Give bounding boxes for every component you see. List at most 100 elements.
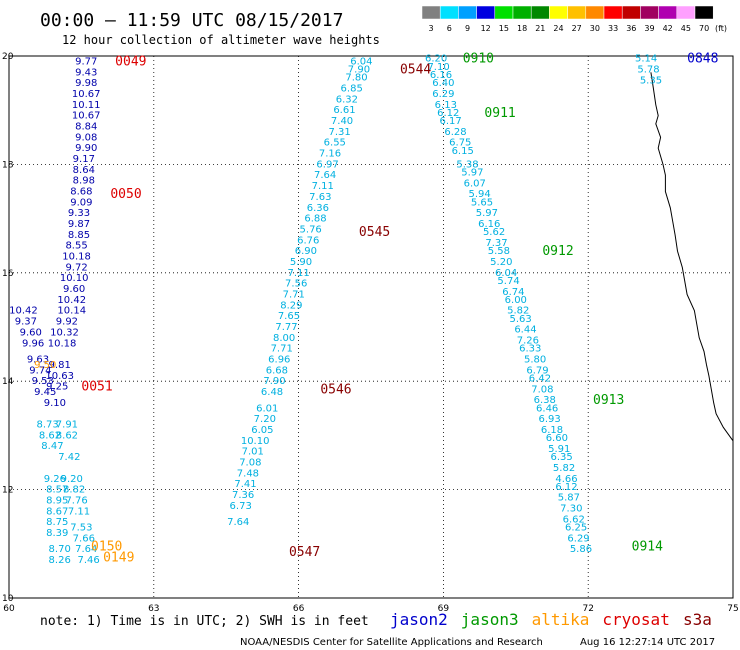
- wave-height-label: 9.53: [32, 376, 54, 387]
- wave-height-label: 8.68: [70, 187, 92, 198]
- coastline: [650, 72, 734, 442]
- legend-swatch: [567, 5, 587, 20]
- wave-height-label: 7.11: [287, 268, 309, 279]
- wave-height-label: 10.10: [241, 436, 270, 447]
- wave-height-label: 7.64: [314, 170, 336, 181]
- wave-height-label: 8.64: [73, 165, 95, 176]
- coastline-path: [650, 72, 734, 442]
- wave-height-label: 6.74: [502, 287, 524, 298]
- legend-swatch: [585, 5, 605, 20]
- wave-height-label: 7.42: [58, 452, 80, 463]
- wave-height-label: 5.78: [637, 65, 659, 76]
- legend-swatch: [694, 5, 714, 20]
- x-tick-label: 66: [293, 604, 305, 614]
- legend-swatch: [512, 5, 532, 20]
- satellite-legend: jason2 jason3 altika cryosat s3a: [390, 610, 712, 629]
- wave-height-label: 9.90: [75, 143, 97, 154]
- wave-height-label: 9.10: [44, 398, 66, 409]
- wave-height-label: 10.11: [72, 100, 101, 111]
- wave-height-label: 6.61: [333, 105, 355, 116]
- wave-height-label: 9.96: [22, 338, 44, 349]
- wave-height-label: 7.76: [65, 495, 87, 506]
- wave-height-label: 8.57: [46, 485, 68, 496]
- wave-height-label: 7.26: [517, 336, 539, 347]
- wave-height-label: 5.62: [483, 227, 505, 238]
- wave-height-label: 7.66: [73, 533, 95, 544]
- legend-swatch: [640, 5, 659, 20]
- wave-height-label: 9.87: [68, 219, 90, 230]
- wave-height-label: 5.14: [635, 54, 657, 65]
- wave-height-label: 5.82: [507, 306, 529, 317]
- wave-height-label: 5.58: [488, 246, 510, 257]
- wave-height-label: 6.55: [324, 138, 346, 149]
- wave-height-label: 6.20: [425, 54, 447, 65]
- legend-tick-label: 24: [553, 24, 563, 33]
- pass-time-label: 0545: [359, 225, 390, 240]
- x-tick-label: 72: [582, 604, 593, 614]
- y-tick-label: 10: [2, 594, 14, 604]
- wave-height-label: 10.18: [62, 252, 91, 263]
- wave-height-label: 9.63: [27, 355, 49, 366]
- y-tick-label: 20: [2, 52, 14, 62]
- legend-tick-label: 33: [608, 24, 618, 33]
- pass-time-label: 0544: [400, 63, 431, 78]
- wave-height-label: 9.09: [70, 197, 92, 208]
- axis-ticks: 60 63 66 69 72 75 10 12 14 16 18 20: [2, 52, 739, 614]
- wave-height-label: 8.82: [63, 485, 85, 496]
- wave-height-label: 7.30: [560, 504, 582, 515]
- legend-swatch: [530, 5, 550, 20]
- wave-height-label: 8.00: [273, 333, 295, 344]
- wave-height-label: 6.60: [546, 433, 568, 444]
- wave-height-label: 7.20: [254, 414, 276, 425]
- footer-timestamp: Aug 16 12:27:14 UTC 2017: [580, 637, 715, 648]
- wave-height-label: 6.07: [464, 178, 486, 189]
- wave-height-label: 6.85: [341, 84, 363, 95]
- wave-height-label: 10.42: [57, 295, 86, 306]
- wave-height-label: 5.63: [509, 314, 531, 325]
- wave-height-label: 8.95: [46, 495, 68, 506]
- legend-tick-label: 45: [681, 24, 691, 33]
- legend-tick-label: 15: [499, 24, 509, 33]
- pass-time-label: 0050: [110, 187, 141, 202]
- legend-tick-label: 36: [626, 24, 636, 33]
- wave-height-label: 6.04: [350, 56, 372, 67]
- satellite-name: altika: [532, 610, 590, 629]
- wave-height-label: 7.90: [263, 376, 285, 387]
- wave-height-label: 6.29: [567, 533, 589, 544]
- legend-tick-label: 21: [535, 24, 545, 33]
- plot-frame: [8, 55, 734, 599]
- wave-height-label: 9.43: [75, 67, 97, 78]
- wave-height-label: 6.73: [230, 501, 252, 512]
- wave-height-label: 8.47: [41, 441, 63, 452]
- wave-height-label: 6.18: [541, 425, 563, 436]
- wave-height-label: 8.39: [46, 528, 68, 539]
- legend-swatch: [603, 5, 623, 20]
- wave-height-label: 5.80: [524, 355, 546, 366]
- footer-note: note: 1) Time is in UTC; 2) SWH is in fe…: [40, 614, 369, 629]
- wave-height-label: 7.63: [309, 192, 331, 203]
- wave-height-label: 6.76: [297, 235, 319, 246]
- y-tick-label: 14: [2, 377, 14, 387]
- satellite-name: s3a: [683, 610, 712, 629]
- wave-height-label: 6.44: [514, 325, 536, 336]
- wave-height-label: 10.32: [50, 327, 79, 338]
- wave-height-label: 9.77: [75, 56, 97, 67]
- legend-swatch: [458, 5, 477, 20]
- wave-height-label: 7.40: [331, 116, 353, 127]
- wave-height-values: 9.779.439.9810.6710.1110.678.849.089.909…: [9, 54, 662, 566]
- footer-credit: NOAA/NESDIS Center for Satellite Applica…: [240, 637, 543, 648]
- legend-swatch: [421, 5, 441, 20]
- wave-height-label: 6.96: [268, 355, 290, 366]
- pass-time-label: 0848: [687, 52, 718, 67]
- legend-swatch: [494, 5, 514, 20]
- legend-tick-label: 27: [572, 24, 582, 33]
- wave-height-label: 7.77: [275, 322, 297, 333]
- wave-height-label: 6.79: [526, 365, 548, 376]
- wave-height-label: 7.11: [68, 506, 90, 517]
- chart-title: 00:00 – 11:59 UTC 08/15/2017: [40, 10, 343, 31]
- wave-height-label: 8.29: [280, 300, 302, 311]
- wave-height-label: 6.00: [505, 295, 527, 306]
- wave-height-label: 9.26: [44, 474, 66, 485]
- wave-height-label: 6.12: [555, 482, 577, 493]
